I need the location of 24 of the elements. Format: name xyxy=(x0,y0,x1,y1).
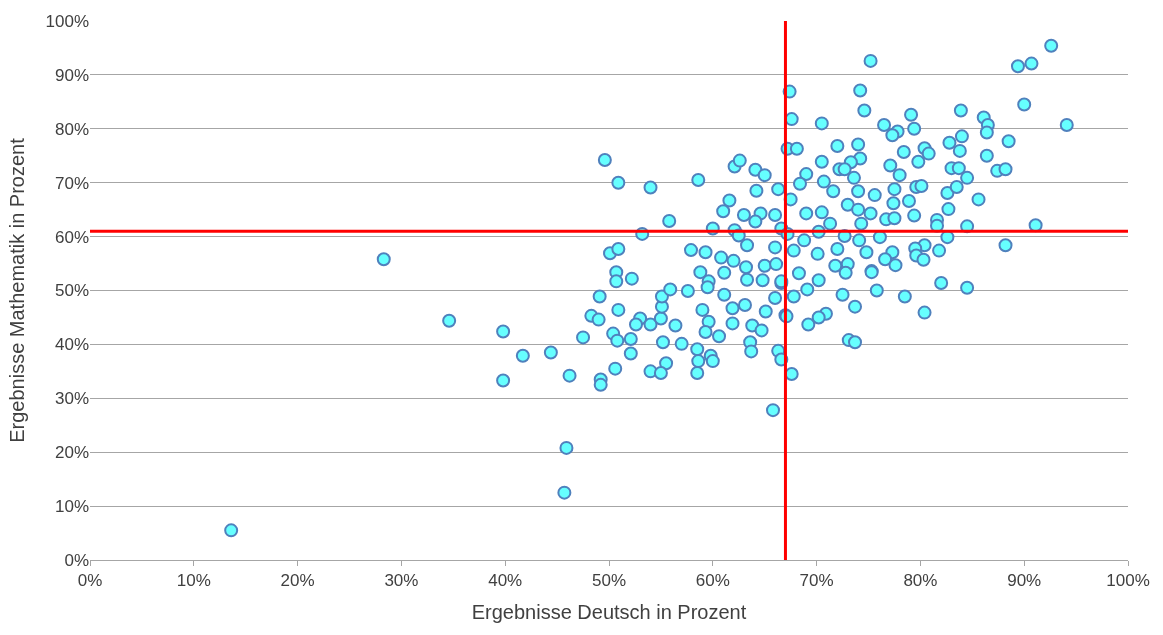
y-tick-label: 70% xyxy=(54,173,89,193)
y-tick-label: 80% xyxy=(54,119,89,139)
x-tick-label: 40% xyxy=(488,571,523,591)
y-tick-label: 40% xyxy=(54,335,89,355)
y-tick-label: 60% xyxy=(54,227,89,247)
x-tick-label: 20% xyxy=(280,571,315,591)
y-tick-label: 90% xyxy=(54,65,89,85)
y-tick-label: 0% xyxy=(64,550,89,570)
x-tick-label: 30% xyxy=(384,571,419,591)
x-axis-title: Ergebnisse Deutsch in Prozent xyxy=(471,600,747,623)
y-tick-label: 50% xyxy=(54,281,89,301)
x-tick-label: 0% xyxy=(77,571,103,591)
y-tick-label: 30% xyxy=(54,389,89,409)
x-tick-label: 50% xyxy=(591,571,627,591)
x-tick-label: 100% xyxy=(1106,571,1150,591)
x-tick-label: 80% xyxy=(903,571,938,591)
x-tick-label: 70% xyxy=(799,571,834,591)
y-tick-label: 10% xyxy=(54,497,89,517)
y-tick-label: 20% xyxy=(54,443,89,463)
x-tick-label: 10% xyxy=(176,571,211,591)
y-axis-title: Ergebnisse Mathematik in Prozent xyxy=(6,137,29,443)
x-tick-label: 60% xyxy=(695,571,730,591)
x-tick-label: 90% xyxy=(1007,571,1042,591)
y-tick-label: 100% xyxy=(45,11,89,31)
